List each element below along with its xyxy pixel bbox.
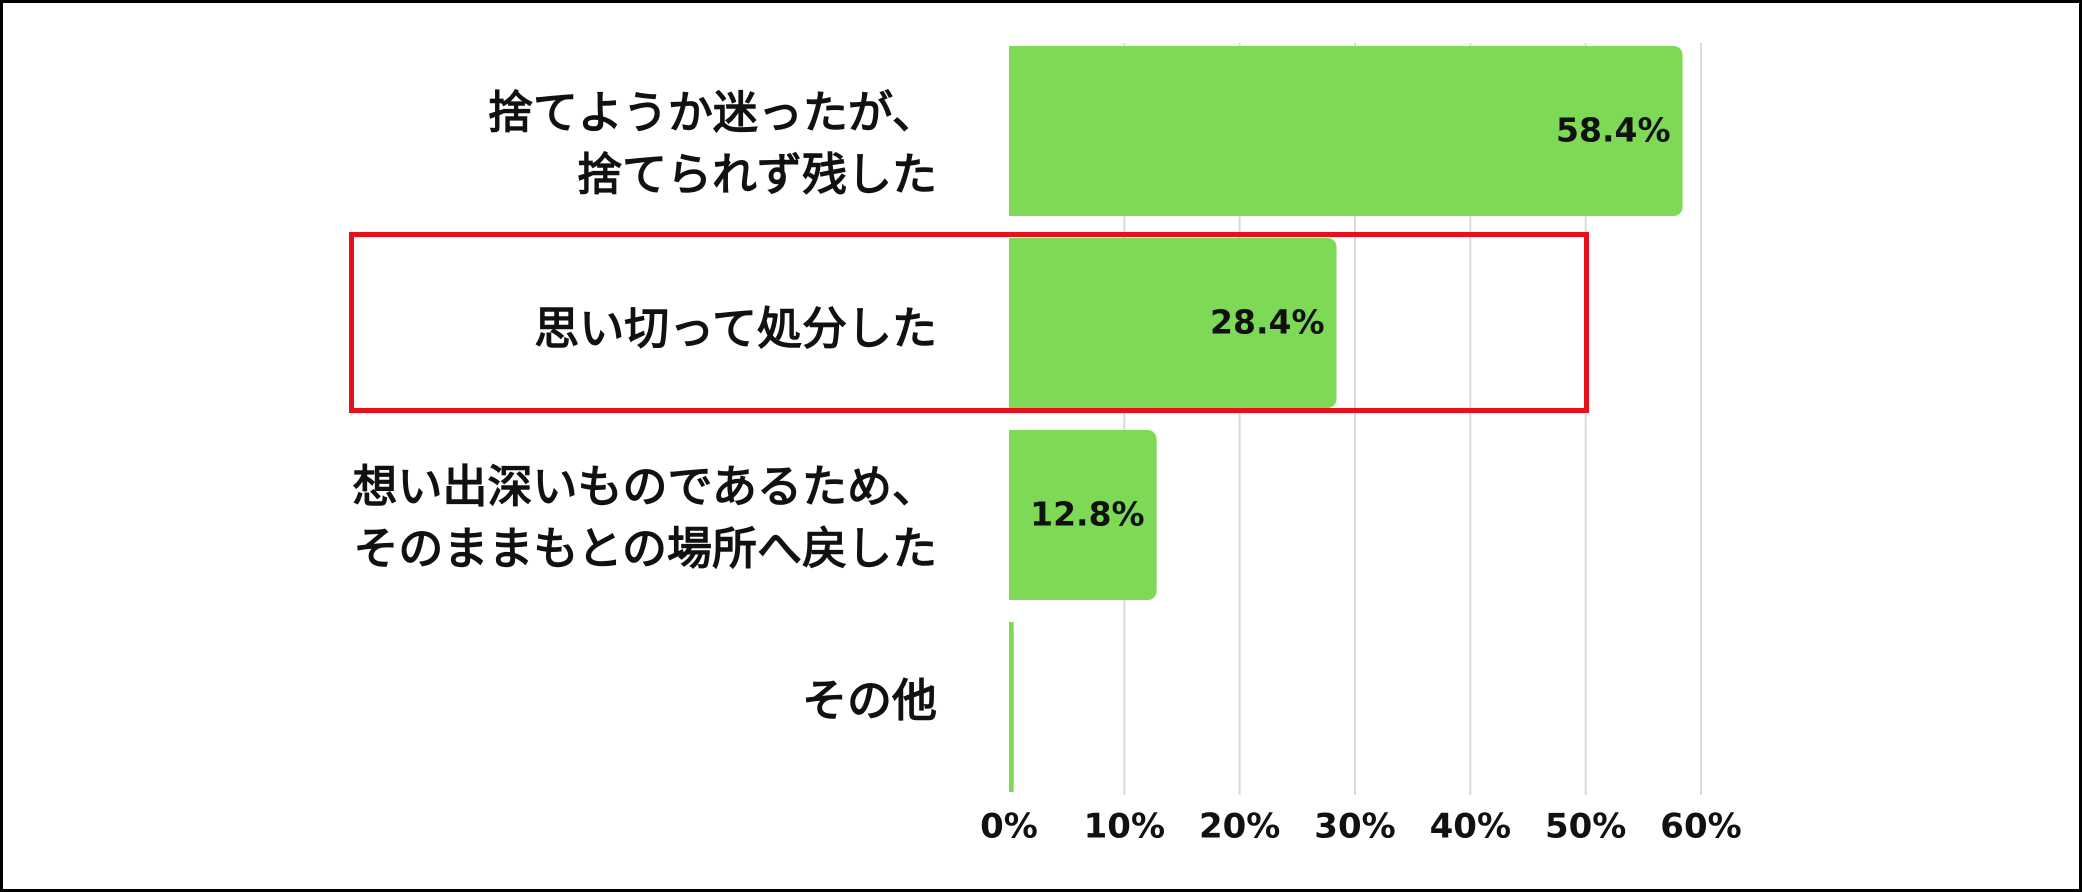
data-labels: 58.4% 28.4% 12.8% (1030, 111, 1670, 534)
bar-1-base (1009, 46, 1019, 216)
bar-1 (1009, 46, 1683, 216)
highlight-box (349, 232, 1589, 413)
bar-2-base (1009, 238, 1019, 408)
data-label-2: 28.4% (1210, 303, 1325, 342)
category-label-disposed: 思い切って処分した (534, 302, 937, 355)
category-label-other: その他 (801, 674, 937, 727)
x-tick-label-20: 20% (1199, 807, 1280, 847)
x-tick-label-60: 60% (1660, 807, 1741, 847)
bars (1009, 46, 1683, 792)
x-axis-ticks: 0% 10% 20% 30% 40% 50% 60% (980, 807, 1742, 847)
data-label-3: 12.8% (1030, 495, 1145, 534)
bar-chart: 58.4% 28.4% 12.8% 0% 10% 20% 30% 40% 50% 60% (980, 43, 1742, 847)
bar-3 (1009, 430, 1157, 600)
category-label-keep: 捨てようか迷ったが、 捨てられず残した (487, 86, 937, 201)
x-tick-label-0: 0% (980, 807, 1038, 847)
bar-4-base (1009, 622, 1014, 792)
x-tick-label-30: 30% (1314, 807, 1395, 847)
category-label-returned: 想い出深いものであるため、 そのままもとの場所へ戻した (352, 460, 937, 575)
bar-2 (1009, 238, 1337, 408)
x-tick-label-10: 10% (1084, 807, 1165, 847)
bar-3-base (1009, 430, 1019, 600)
x-tick-label-40: 40% (1430, 807, 1511, 847)
data-label-1: 58.4% (1556, 111, 1671, 150)
x-tick-label-50: 50% (1545, 807, 1626, 847)
